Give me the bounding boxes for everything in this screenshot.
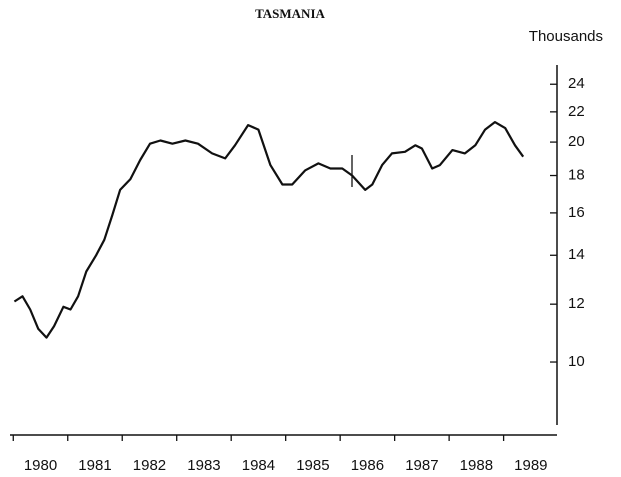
y-tick-label: 24 [568, 75, 585, 92]
y-tick-label: 18 [568, 166, 585, 183]
x-tick-label: 1981 [78, 457, 111, 474]
y-tick-label: 14 [568, 246, 585, 263]
y-tick-label: 20 [568, 133, 585, 150]
x-tick-label: 1982 [133, 457, 166, 474]
x-tick-label: 1984 [242, 457, 275, 474]
y-tick-label: 12 [568, 295, 585, 312]
y-axis-label: Thousands [529, 28, 603, 45]
y-tick-label: 16 [568, 204, 585, 221]
x-tick-label: 1989 [514, 457, 547, 474]
x-tick-label: 1985 [296, 457, 329, 474]
y-tick-label: 22 [568, 103, 585, 120]
x-tick-label: 1988 [460, 457, 493, 474]
x-tick-label: 1987 [405, 457, 438, 474]
data-line [13, 120, 525, 339]
x-tick-label: 1983 [187, 457, 220, 474]
x-tick-label: 1980 [24, 457, 57, 474]
y-tick-label: 10 [568, 353, 585, 370]
x-tick-label: 1986 [351, 457, 384, 474]
chart-title: TASMANIA [255, 6, 325, 21]
